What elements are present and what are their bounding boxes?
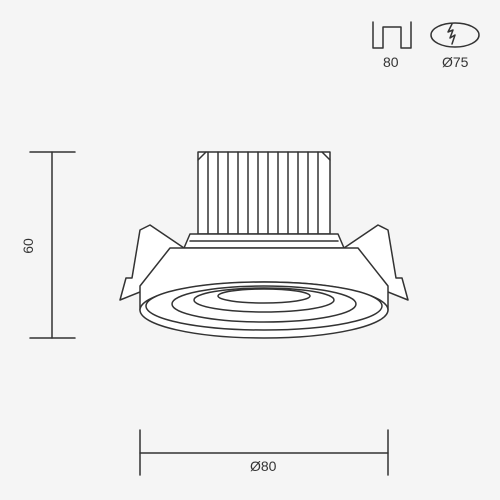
dim-diameter-label: Ø80 [250, 458, 276, 474]
collar [184, 234, 344, 248]
technical-drawing: 80 Ø75 60 Ø80 [0, 0, 500, 500]
cutout-slot-icon [373, 22, 411, 48]
callout-cutout-label: Ø75 [442, 54, 468, 70]
drawing-svg [0, 0, 500, 500]
callout-depth-label: 80 [383, 54, 399, 70]
hole-saw-icon [431, 23, 479, 47]
heatsink [198, 152, 330, 234]
dim-height [30, 152, 75, 338]
trim-ring [140, 248, 388, 338]
dim-height-label: 60 [20, 238, 36, 254]
